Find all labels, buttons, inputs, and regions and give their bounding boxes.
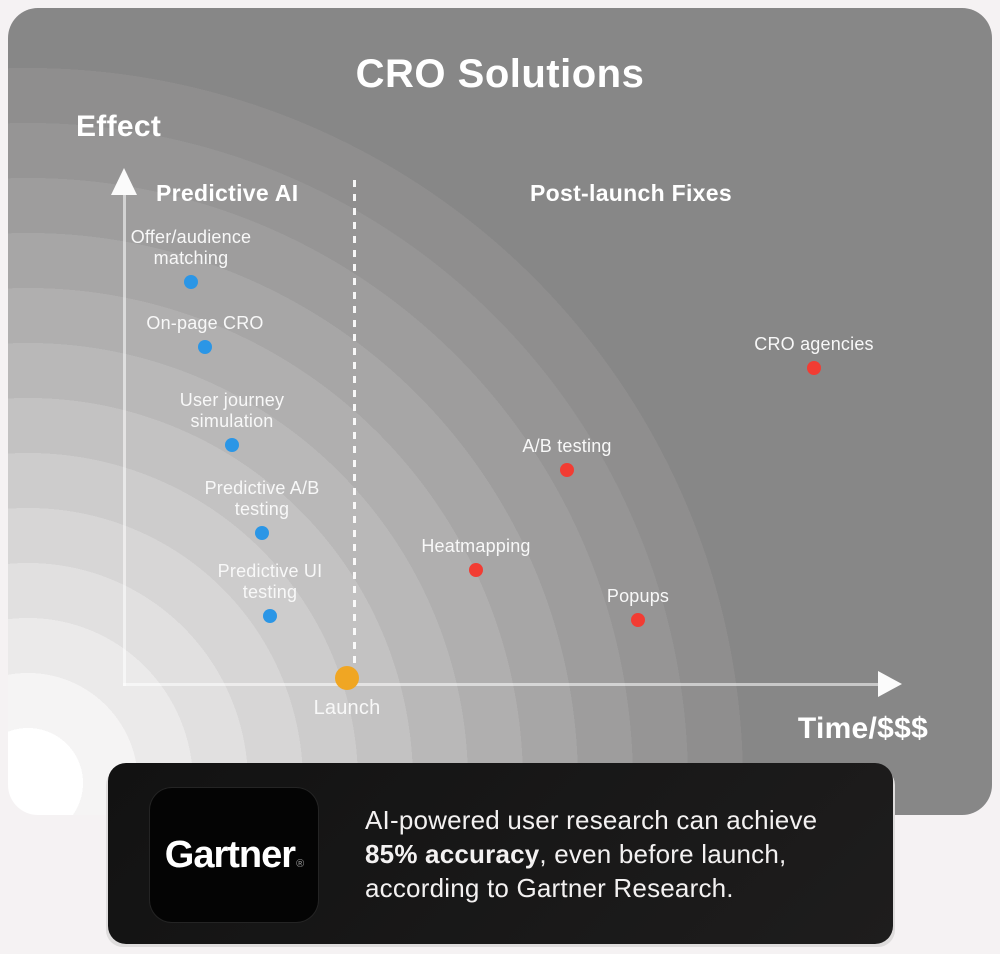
data-point-launch — [335, 666, 359, 690]
gartner-logo-text: Gartner — [164, 833, 296, 876]
data-point-heatmapping — [469, 563, 483, 577]
launch-divider-dashed-line — [353, 180, 356, 668]
registered-trademark-icon: ® — [296, 858, 305, 870]
data-point-label-offer-audience-matching: Offer/audience matching — [130, 226, 252, 268]
data-point-label-popups: Popups — [606, 585, 670, 606]
data-point-label-predictive-ui-testing: Predictive UI testing — [217, 560, 323, 602]
data-point-offer-audience-matching — [184, 275, 198, 289]
data-point-predictive-a-b-testing — [255, 526, 269, 540]
y-axis-label: Effect — [76, 110, 162, 143]
y-axis-arrow-icon — [111, 168, 137, 195]
data-point-on-page-cro — [198, 340, 212, 354]
data-point-label-cro-agencies: CRO agencies — [754, 333, 874, 354]
callout-line2: , even before launch, — [539, 838, 787, 869]
data-point-cro-agencies — [807, 361, 821, 375]
callout-accuracy-bold: 85% accuracy — [365, 838, 540, 869]
data-point-label-heatmapping: Heatmapping — [421, 535, 531, 556]
data-point-predictive-ui-testing — [263, 609, 277, 623]
data-point-label-a-b-testing: A/B testing — [522, 435, 612, 456]
data-point-label-predictive-a-b-testing: Predictive A/B testing — [204, 477, 320, 519]
data-point-label-user-journey-simulation: User journey simulation — [179, 389, 285, 431]
data-point-label-on-page-cro: On-page CRO — [146, 312, 264, 333]
data-point-user-journey-simulation — [225, 438, 239, 452]
region-label-post-launch-fixes: Post-launch Fixes — [530, 180, 732, 206]
gartner-callout-card: Gartner ® AI-powered user research can ac… — [108, 763, 893, 944]
chart-canvas: CRO Solutions Effect Predictive AI Post-… — [8, 8, 992, 815]
data-point-label-launch: Launch — [313, 697, 381, 719]
gartner-logo: Gartner ® — [150, 788, 318, 922]
callout-line1: AI-powered user research can achieve — [365, 804, 818, 835]
y-axis-line — [123, 194, 126, 686]
data-point-popups — [631, 613, 645, 627]
chart-title: CRO Solutions — [355, 52, 645, 96]
x-axis-line — [123, 683, 882, 686]
callout-text: AI-powered user research can achieve 85%… — [365, 803, 817, 905]
x-axis-label: Time/$$$ — [797, 712, 929, 745]
x-axis-arrow-icon — [878, 671, 902, 697]
callout-line3: according to Gartner Research. — [365, 872, 734, 903]
region-label-predictive-ai: Predictive AI — [156, 180, 299, 206]
data-point-a-b-testing — [560, 463, 574, 477]
